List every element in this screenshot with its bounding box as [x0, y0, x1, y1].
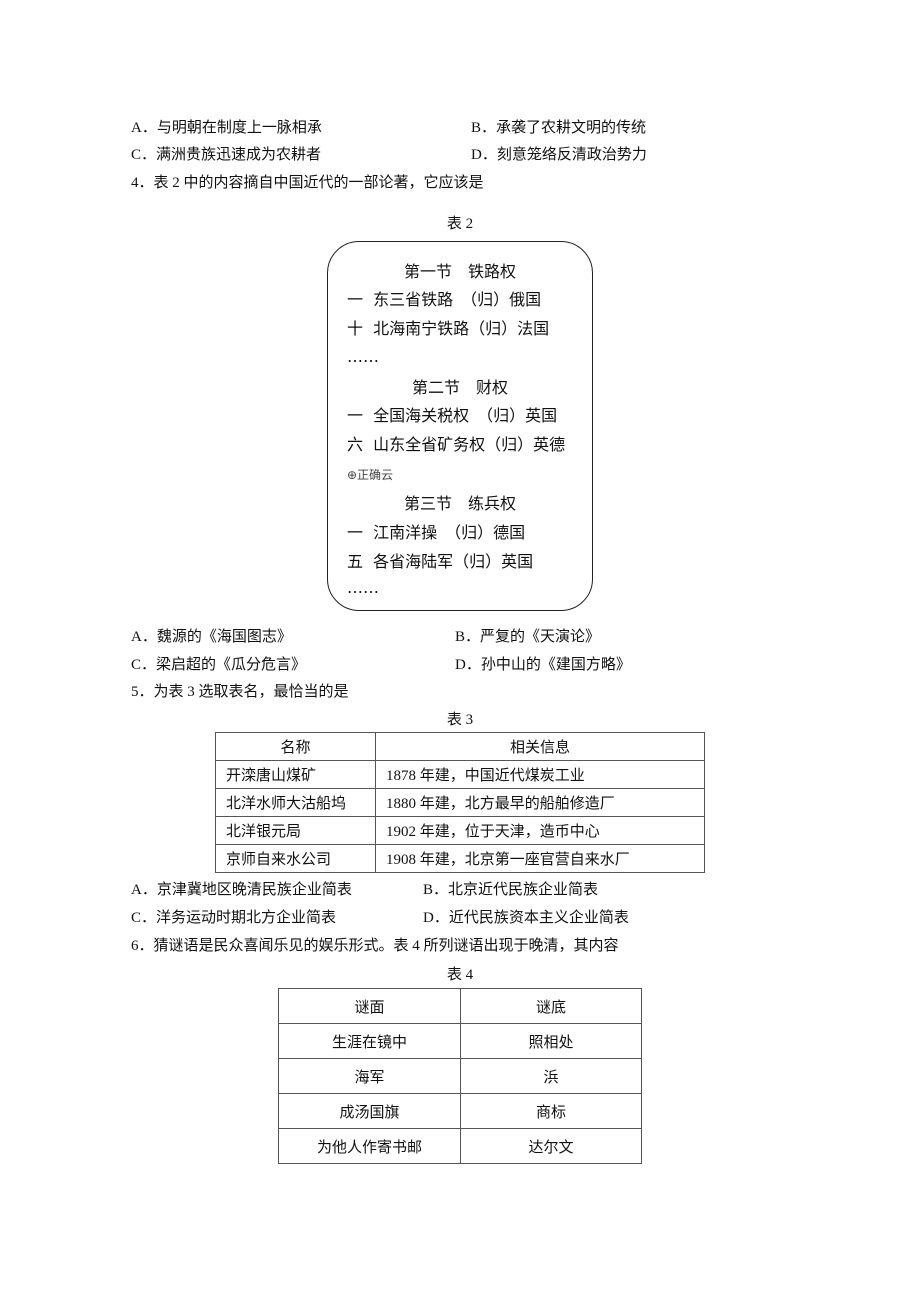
- box-line: 一 东三省铁路 （归）俄国: [347, 290, 542, 309]
- option: B．北京近代民族企业简表: [423, 882, 599, 898]
- excerpt-box: 第一节 铁路权 一 东三省铁路 （归）俄国 十 北海南宁铁路（归）法国 …… 第…: [327, 241, 593, 611]
- watermark: ⊕正确云: [347, 468, 394, 482]
- box-line: ……: [347, 347, 379, 366]
- question-stem: 4．表 2 中的内容摘自中国近代的一部论著，它应该是: [131, 175, 484, 191]
- option: D．近代民族资本主义企业简表: [423, 910, 629, 926]
- box-line: 六 山东全省矿务权（归）英德: [347, 435, 566, 454]
- cell: 开滦唐山煤矿: [215, 760, 376, 789]
- cell: 海军: [278, 1058, 461, 1094]
- section-title: 第一节 铁路权: [403, 262, 517, 281]
- caption: 表 3: [446, 712, 474, 728]
- cell: 北洋水师大沽船坞: [215, 788, 376, 817]
- cell: 1880 年建，北方最早的船舶修造厂: [375, 788, 705, 817]
- cell: 北洋银元局: [215, 816, 376, 845]
- cell: 生涯在镜中: [278, 1023, 461, 1059]
- box-line: ……: [347, 578, 379, 597]
- cell: 为他人作寄书邮: [278, 1128, 461, 1164]
- option: B．承袭了农耕文明的传统: [471, 120, 647, 136]
- section-title: 第二节 财权: [411, 378, 509, 397]
- box-line: 一 江南洋操 （归）德国: [347, 523, 526, 542]
- cell: 成汤国旗: [278, 1093, 461, 1129]
- cell: 商标: [460, 1093, 642, 1129]
- option: D．刻意笼络反清政治势力: [471, 147, 647, 163]
- question-stem: 6．猜谜语是民众喜闻乐见的娱乐形式。表 4 所列谜语出现于晚清，其内容: [131, 938, 619, 954]
- header-cell: 相关信息: [375, 732, 705, 761]
- header-cell: 谜底: [460, 988, 642, 1024]
- caption: 表 2: [446, 216, 474, 232]
- caption: 表 4: [446, 967, 474, 983]
- cell: 1908 年建，北京第一座官营自来水厂: [375, 844, 705, 873]
- box-line: 五 各省海陆军（归）英国: [347, 552, 534, 571]
- question-stem: 5．为表 3 选取表名，最恰当的是: [131, 684, 349, 700]
- cell: 1878 年建，中国近代煤炭工业: [375, 760, 705, 789]
- table: 名称 相关信息 开滦唐山煤矿 1878 年建，中国近代煤炭工业 北洋水师大沽船坞 18…: [215, 732, 705, 873]
- option: A．与明朝在制度上一脉相承: [131, 120, 322, 136]
- option: C．洋务运动时期北方企业简表: [131, 910, 337, 926]
- cell: 京师自来水公司: [215, 844, 376, 873]
- box-line: 一 全国海关税权 （归）英国: [347, 406, 558, 425]
- option: B．严复的《天演论》: [455, 629, 601, 645]
- cell: 浜: [460, 1058, 642, 1094]
- cell: 达尔文: [460, 1128, 642, 1164]
- box-line: 十 北海南宁铁路（归）法国: [347, 319, 550, 338]
- option: A．魏源的《海国图志》: [131, 629, 292, 645]
- option: C．满洲贵族迅速成为农耕者: [131, 147, 322, 163]
- table: 谜面 谜底 生涯在镜中 照相处 海军浜 成汤国旗 商标 为他人作寄书邮 达尔文: [278, 988, 642, 1164]
- cell: 照相处: [460, 1023, 642, 1059]
- header-cell: 谜面: [278, 988, 461, 1024]
- section-title: 第三节 练兵权: [403, 494, 517, 513]
- option: C．梁启超的《瓜分危言》: [131, 657, 307, 673]
- option: D．孙中山的《建国方略》: [455, 657, 631, 673]
- option: A．京津冀地区晚清民族企业简表: [131, 882, 352, 898]
- cell: 1902 年建，位于天津，造币中心: [375, 816, 705, 845]
- header-cell: 名称: [215, 732, 376, 761]
